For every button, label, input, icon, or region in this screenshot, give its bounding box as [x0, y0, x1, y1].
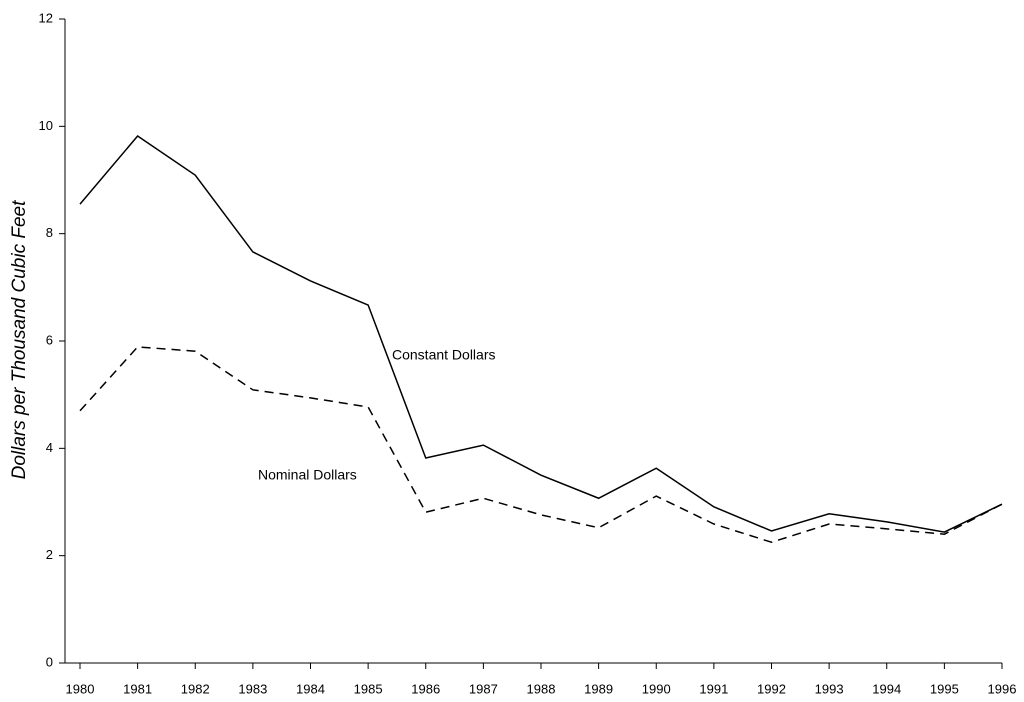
x-tick-label: 1980 — [66, 681, 95, 696]
x-tick-label: 1993 — [815, 681, 844, 696]
line-series — [79, 346, 1003, 544]
x-tick-label: 1989 — [584, 681, 613, 696]
y-tick-label: 12 — [39, 10, 53, 25]
y-tick-label: 6 — [46, 332, 53, 347]
x-tick-label: 1995 — [930, 681, 959, 696]
x-tick-label: 1983 — [238, 681, 267, 696]
y-tick-label: 2 — [46, 547, 53, 562]
y-axis-label: Dollars per Thousand Cubic Feet — [9, 200, 30, 480]
x-tick-label: 1990 — [642, 681, 671, 696]
x-tick-label: 1991 — [699, 681, 728, 696]
x-tick-label: 1982 — [181, 681, 210, 696]
x-tick-label: 1981 — [123, 681, 152, 696]
x-tick-label: 1988 — [527, 681, 556, 696]
series-label: Constant Dollars — [392, 347, 496, 363]
y-tick-label: 0 — [46, 654, 53, 669]
x-tick-label: 1985 — [354, 681, 383, 696]
x-tick-label: 1984 — [296, 681, 325, 696]
y-tick-label: 4 — [46, 440, 53, 455]
x-tick-label: 1987 — [469, 681, 498, 696]
x-tick-label: 1994 — [872, 681, 901, 696]
series-label: Nominal Dollars — [258, 467, 357, 483]
line-series — [79, 134, 1003, 533]
x-tick-label: 1996 — [988, 681, 1017, 696]
x-tick-label: 1986 — [411, 681, 440, 696]
x-tick-label: 1992 — [757, 681, 786, 696]
y-tick-label: 8 — [46, 225, 53, 240]
y-tick-label: 10 — [39, 118, 53, 133]
